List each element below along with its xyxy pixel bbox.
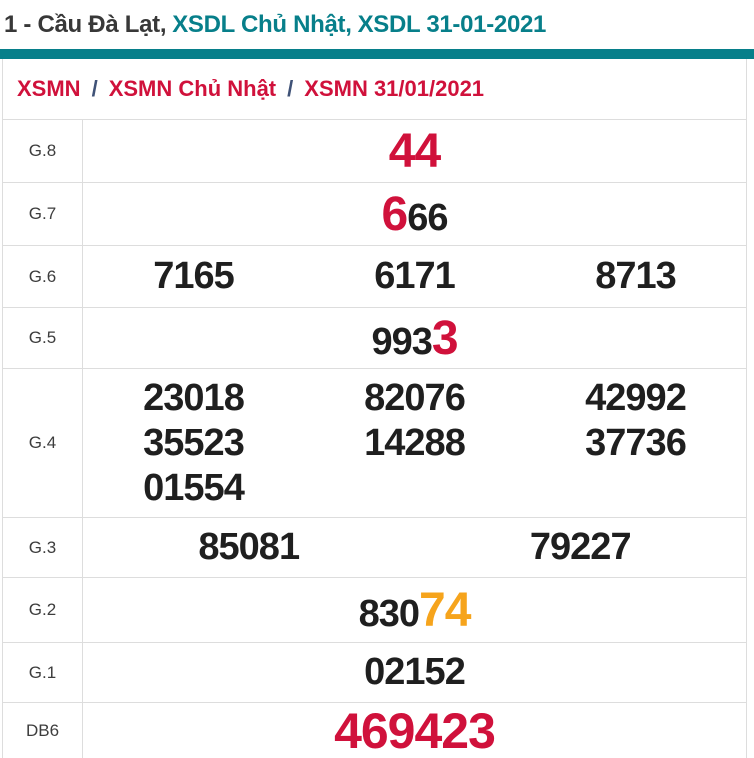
prize-line: 01554 (83, 467, 746, 510)
breadcrumb-separator: / (91, 76, 98, 101)
prize-line: 9933 (83, 311, 746, 366)
prize-number: 469423 (83, 702, 746, 758)
results-table: G.8 44 G.7 666 G.6 7165 6171 8713 G.5 9933 G.4 2301… (3, 119, 746, 758)
table-row: G.5 9933 (3, 307, 746, 368)
breadcrumb-link[interactable]: XSMN 31/01/2021 (304, 76, 485, 101)
prize-number: 23018 (83, 377, 304, 420)
prize-label: DB6 (3, 703, 83, 758)
page-title: 1 - Cầu Đà Lạt, XSDL Chủ Nhật, XSDL 31-01-… (4, 11, 552, 39)
prize-label: G.4 (3, 369, 83, 517)
prize-digit-segment: 8713 (595, 255, 677, 297)
accent-divider-bar (0, 49, 754, 59)
prize-digit-segment: 6171 (374, 255, 456, 297)
table-row: G.1 02152 (3, 642, 746, 702)
prize-values: 666 (83, 183, 746, 245)
prize-digit-segment: 42992 (585, 376, 687, 419)
prize-values: 469423 (83, 703, 746, 758)
table-row: G.6 7165 6171 8713 (3, 245, 746, 307)
prize-values: 85081 79227 (83, 518, 746, 577)
prize-line: 02152 (83, 651, 746, 694)
prize-digit-segment: 44 (388, 124, 441, 178)
page-title-session: XSDL Chủ Nhật, (172, 10, 352, 38)
prize-number: 6171 (304, 255, 525, 298)
table-row: G.7 666 (3, 182, 746, 245)
prize-label: G.6 (3, 246, 83, 307)
prize-number: 82076 (304, 377, 525, 420)
prize-digit-segment: 7165 (153, 255, 235, 297)
prize-number: 9933 (83, 311, 746, 366)
prize-digit-segment: 993 (371, 320, 432, 363)
prize-line: 469423 (83, 702, 746, 758)
prize-label: G.3 (3, 518, 83, 577)
prize-digit-segment: 35523 (143, 421, 245, 464)
prize-digit-segment: 830 (358, 592, 420, 635)
prize-label: G.5 (3, 308, 83, 368)
prize-number: 85081 (83, 526, 415, 569)
table-row: G.3 85081 79227 (3, 517, 746, 577)
prize-digit-segment: 37736 (585, 421, 687, 464)
prize-label: G.2 (3, 578, 83, 642)
prize-number: 79227 (415, 526, 747, 569)
page-header: 1 - Cầu Đà Lạt, XSDL Chủ Nhật, XSDL 31-01-… (0, 0, 754, 49)
results-panel: XSMN / XSMN Chủ Nhật / XSMN 31/01/2021 G.8 44… (2, 59, 747, 758)
prize-digit-segment: 469423 (334, 702, 496, 758)
prize-line: 7165 6171 8713 (83, 255, 746, 298)
table-row: G.4 23018 82076 42992 35523 14288 37736 01554 (3, 368, 746, 517)
prize-number: 7165 (83, 255, 304, 298)
page-title-date: XSDL 31-01-2021 (357, 10, 547, 38)
prize-digit-segment: 02152 (364, 651, 466, 693)
table-row: G.2 83074 (3, 577, 746, 642)
prize-label: G.7 (3, 183, 83, 245)
table-row: DB6 469423 (3, 702, 746, 758)
prize-digit-segment: 14288 (364, 421, 466, 464)
prize-digit-segment: 85081 (198, 526, 300, 568)
prize-digit-segment: 79227 (529, 526, 632, 568)
prize-digit-segment: 3 (431, 311, 459, 365)
prize-number: 42992 (525, 377, 746, 420)
prize-values: 02152 (83, 643, 746, 702)
prize-values: 7165 6171 8713 (83, 246, 746, 307)
prize-number: 44 (83, 124, 746, 179)
prize-number: 666 (83, 187, 746, 242)
prize-digit-segment: 74 (419, 583, 471, 637)
page-title-location: 1 - Cầu Đà Lạt, (4, 10, 167, 38)
prize-number: 8713 (525, 255, 746, 298)
prize-values: 83074 (83, 578, 746, 642)
prize-digit-segment: 6 (381, 187, 409, 241)
breadcrumb: XSMN / XSMN Chủ Nhật / XSMN 31/01/2021 (3, 59, 746, 119)
prize-digit-segment: 23018 (143, 376, 245, 419)
prize-number: 35523 (83, 422, 304, 465)
prize-line: 666 (83, 187, 746, 242)
prize-number: 83074 (83, 583, 746, 638)
breadcrumb-link[interactable]: XSMN (17, 76, 81, 101)
prize-number: 37736 (525, 422, 746, 465)
prize-values: 23018 82076 42992 35523 14288 37736 01554 (83, 369, 746, 517)
prize-line: 83074 (83, 583, 746, 638)
prize-line: 44 (83, 124, 746, 179)
prize-line: 35523 14288 37736 (83, 422, 746, 465)
prize-digit-segment: 82076 (364, 376, 466, 419)
table-row: G.8 44 (3, 119, 746, 182)
prize-digit-segment: 66 (407, 196, 448, 239)
prize-label: G.8 (3, 120, 83, 182)
prize-values: 44 (83, 120, 746, 182)
prize-digit-segment: 01554 (143, 466, 245, 509)
prize-number: 14288 (304, 422, 525, 465)
breadcrumb-separator: / (287, 76, 294, 101)
breadcrumb-link[interactable]: XSMN Chủ Nhật (108, 76, 277, 101)
prize-number: 01554 (83, 467, 304, 510)
prize-values: 9933 (83, 308, 746, 368)
prize-number: 02152 (83, 651, 746, 694)
prize-label: G.1 (3, 643, 83, 702)
prize-line: 85081 79227 (83, 526, 746, 569)
prize-line: 23018 82076 42992 (83, 377, 746, 420)
